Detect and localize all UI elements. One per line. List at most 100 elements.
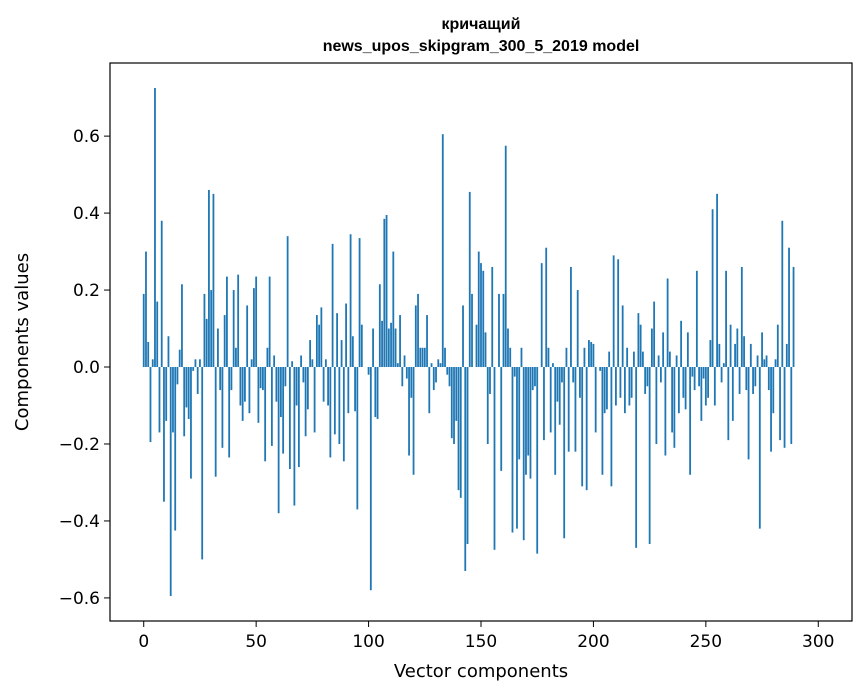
bar-136 — [448, 367, 451, 387]
bar-24 — [196, 367, 199, 394]
bar-266 — [740, 266, 743, 368]
bar-254 — [713, 367, 716, 406]
bar-230 — [659, 367, 662, 383]
bar-279 — [770, 367, 772, 452]
bar-145 — [468, 191, 471, 368]
bar-117 — [405, 367, 408, 379]
bar-257 — [720, 367, 723, 383]
bar-22 — [192, 367, 195, 371]
bar-64 — [286, 236, 289, 368]
bar-41 — [235, 347, 237, 368]
bar-169 — [522, 367, 525, 541]
bar-228 — [655, 367, 658, 444]
bar-163 — [509, 347, 512, 368]
bar-35 — [221, 367, 224, 448]
bar-273 — [756, 355, 759, 368]
bar-33 — [217, 328, 219, 368]
bar-123 — [419, 347, 422, 368]
bar-250 — [704, 367, 707, 406]
bar-204 — [601, 367, 604, 475]
bar-28 — [205, 318, 208, 368]
x-tick-label: 200 — [577, 632, 609, 652]
bar-19 — [185, 367, 188, 408]
bar-6 — [156, 301, 159, 368]
y-tick-label: 0.4 — [73, 204, 100, 224]
bar-251 — [707, 367, 709, 398]
y-tick-label: 0.6 — [73, 127, 100, 147]
bar-138 — [453, 367, 455, 444]
bar-86 — [336, 313, 338, 368]
bar-11 — [167, 336, 170, 368]
bar-210 — [615, 367, 617, 406]
bar-61 — [279, 367, 282, 418]
bar-109 — [387, 328, 390, 368]
bar-282 — [776, 324, 779, 368]
bar-21 — [190, 367, 192, 479]
bar-31 — [212, 193, 215, 368]
bar-58 — [273, 355, 276, 368]
bar-92 — [349, 234, 352, 368]
bar-265 — [738, 367, 741, 394]
bar-277 — [765, 355, 768, 368]
bar-260 — [727, 367, 730, 441]
bar-32 — [214, 367, 217, 477]
bar-52 — [259, 367, 262, 389]
bar-144 — [466, 367, 469, 545]
x-tick-label: 250 — [690, 632, 722, 652]
bar-191 — [572, 367, 575, 383]
bar-241 — [684, 367, 687, 410]
bar-281 — [774, 359, 777, 368]
x-tick-label: 50 — [245, 632, 267, 652]
bar-240 — [682, 367, 685, 398]
bar-267 — [743, 336, 745, 368]
bar-34 — [219, 367, 222, 391]
bar-246 — [695, 270, 698, 368]
bar-130 — [435, 367, 437, 383]
bar-15 — [176, 367, 179, 385]
bar-287 — [788, 247, 790, 368]
bar-278 — [767, 367, 770, 391]
x-tick-label: 300 — [802, 632, 834, 652]
bar-82 — [327, 367, 329, 406]
bar-114 — [399, 315, 401, 368]
bar-23 — [194, 359, 197, 368]
bar-76 — [313, 367, 316, 433]
bar-146 — [471, 293, 473, 368]
bar-2 — [147, 342, 150, 368]
x-tick-label: 0 — [138, 632, 149, 652]
bar-27 — [203, 293, 206, 368]
bar-220 — [637, 313, 640, 368]
bar-4 — [151, 359, 154, 368]
bar-253 — [711, 209, 714, 368]
x-axis-label: Vector components — [394, 661, 568, 682]
bar-101 — [369, 367, 372, 591]
bar-256 — [718, 343, 721, 368]
y-axis-ticks: −0.6 −0.4 −0.2 0.0 0.2 0.4 0.6 — [59, 127, 110, 609]
bar-283 — [779, 367, 781, 441]
bar-10 — [165, 367, 168, 421]
bar-55 — [266, 347, 269, 368]
bar-245 — [693, 367, 696, 391]
x-axis-ticks: 0 50 100 150 200 250 300 — [138, 621, 834, 652]
bar-175 — [536, 367, 539, 554]
bar-36 — [223, 315, 226, 368]
y-tick-label: −0.4 — [59, 512, 100, 532]
bar-14 — [174, 367, 177, 531]
bar-116 — [403, 355, 406, 368]
bar-221 — [639, 324, 642, 368]
bar-249 — [702, 367, 705, 379]
bar-8 — [160, 220, 163, 368]
x-tick-label: 100 — [352, 632, 384, 652]
bar-212 — [619, 367, 622, 398]
bar-122 — [417, 293, 419, 368]
bar-75 — [311, 359, 314, 368]
y-axis-label: Components values — [12, 253, 33, 431]
bar-219 — [635, 367, 638, 548]
bar-54 — [264, 367, 267, 462]
bar-186 — [561, 367, 563, 383]
bar-233 — [666, 278, 669, 368]
bar-264 — [736, 328, 739, 368]
bar-110 — [390, 322, 392, 368]
bar-128 — [430, 363, 433, 368]
